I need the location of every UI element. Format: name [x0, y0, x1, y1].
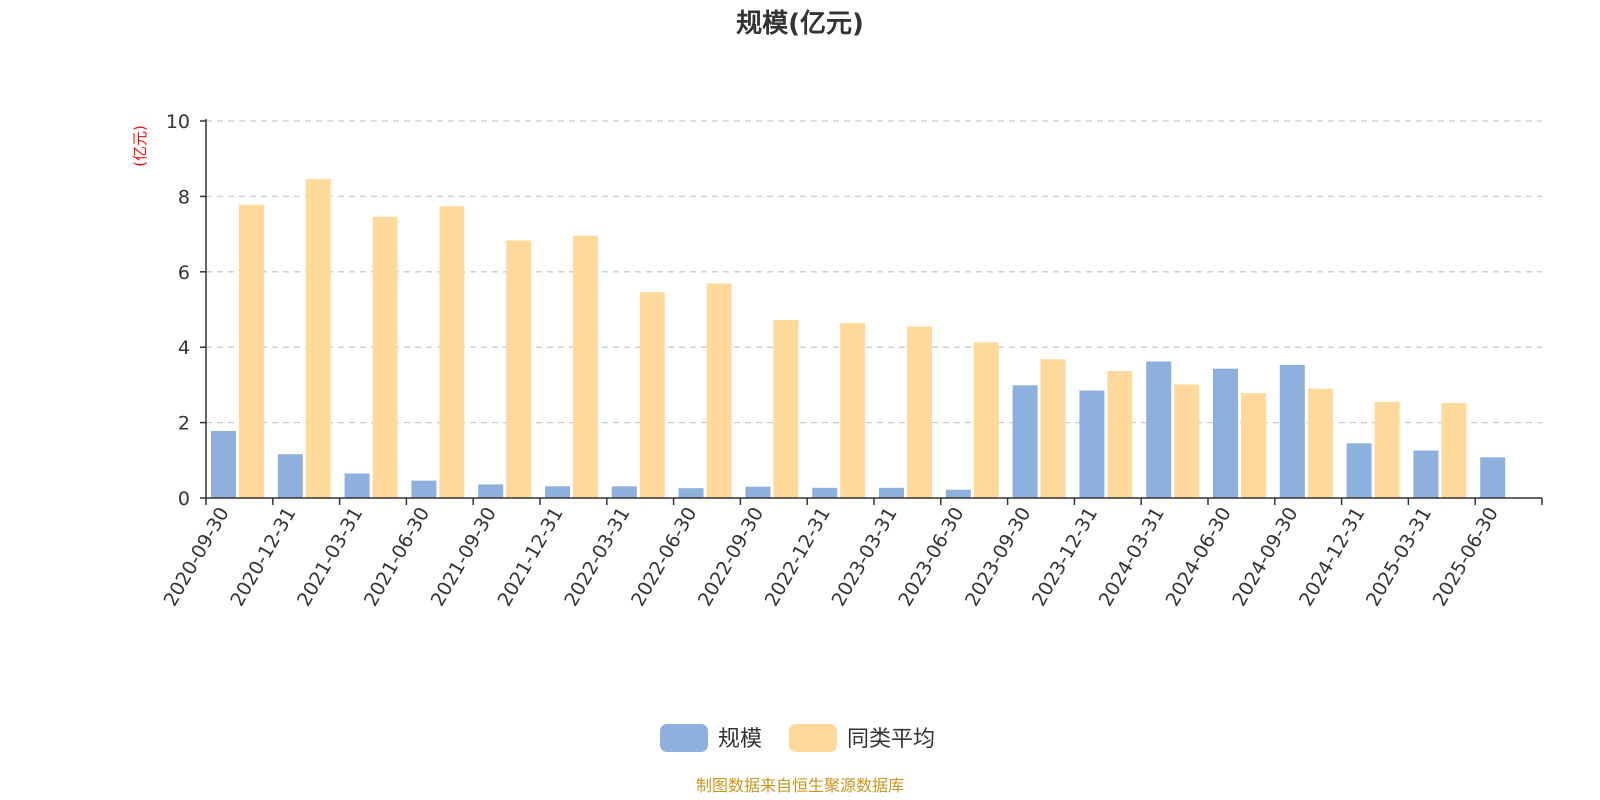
x-tick-label: 2022-09-30: [694, 504, 768, 611]
bar-scale: [1079, 390, 1105, 498]
y-axis-unit-label: (亿元): [131, 125, 149, 167]
x-tick-label: 2023-09-30: [961, 504, 1035, 611]
bar-scale: [1480, 457, 1506, 498]
bar-peer-average: [840, 323, 866, 498]
bar-peer-average: [239, 204, 264, 498]
legend: 规模 同类平均: [660, 724, 935, 752]
bar-peer-average: [573, 235, 598, 498]
x-tick-label: 2024-03-31: [1095, 504, 1169, 611]
bar-peer-average: [305, 179, 331, 499]
bar-peer-average: [1241, 393, 1266, 498]
bar-peer-average: [639, 292, 665, 498]
axes: [205, 119, 1542, 499]
bar-scale: [945, 489, 971, 498]
bar-scale: [1146, 361, 1172, 498]
bar-scale: [678, 488, 704, 498]
x-tick-label: 2025-06-30: [1429, 504, 1503, 611]
bar-scale: [277, 454, 303, 498]
bar-scale: [611, 486, 637, 498]
chart-title: 规模(亿元): [736, 9, 864, 39]
y-tick-label: 2: [178, 413, 190, 435]
bar-peer-average: [907, 326, 932, 498]
x-tick-label: 2022-06-30: [627, 504, 701, 611]
bar-scale: [1012, 385, 1038, 498]
legend-label-peer-average: 同类平均: [847, 727, 935, 752]
x-tick-label: 2022-12-31: [761, 504, 835, 611]
legend-label-scale: 规模: [718, 727, 762, 752]
bar-scale: [344, 473, 370, 498]
bar-peer-average: [372, 216, 398, 498]
bar-peer-average: [439, 206, 465, 498]
x-axis-ticks: 2020-09-302020-12-312021-03-312021-06-30…: [159, 498, 1543, 611]
x-tick-label: 2023-06-30: [894, 504, 968, 611]
y-tick-label: 8: [178, 186, 190, 208]
bar-peer-average: [1040, 359, 1066, 498]
bar-scale: [1213, 368, 1238, 498]
bar-peer-average: [973, 342, 999, 498]
grid-lines: [206, 120, 1542, 424]
bar-scale: [1346, 443, 1372, 498]
bar-scale: [879, 487, 904, 498]
source-note: 制图数据来自恒生聚源数据库: [696, 776, 904, 795]
bar-peer-average: [773, 320, 799, 498]
bar-scale: [745, 486, 771, 498]
x-tick-label: 2021-12-31: [493, 504, 567, 611]
bar-peer-average: [1174, 384, 1200, 498]
bar-scale: [812, 487, 838, 498]
y-tick-label: 6: [178, 262, 190, 284]
bar-scale: [545, 486, 570, 498]
x-tick-label: 2025-03-31: [1362, 504, 1436, 611]
bar-peer-average: [506, 240, 532, 498]
x-tick-label: 2024-09-30: [1228, 504, 1302, 611]
x-tick-label: 2023-03-31: [827, 504, 901, 611]
bars: [211, 179, 1506, 499]
x-tick-label: 2022-03-31: [560, 504, 634, 611]
x-tick-label: 2024-06-30: [1161, 504, 1235, 611]
bar-peer-average: [1107, 370, 1133, 498]
bar-scale: [1279, 364, 1305, 498]
x-tick-label: 2021-06-30: [360, 504, 434, 611]
legend-swatch-peer-average: [789, 724, 837, 752]
x-tick-label: 2020-09-30: [159, 504, 233, 611]
x-tick-label: 2024-12-31: [1295, 504, 1369, 611]
x-tick-label: 2023-12-31: [1028, 504, 1102, 611]
bar-peer-average: [706, 283, 732, 498]
x-tick-label: 2021-09-30: [427, 504, 501, 611]
legend-swatch-scale: [660, 724, 708, 752]
x-tick-label: 2020-12-31: [226, 504, 300, 611]
bar-peer-average: [1441, 402, 1467, 498]
y-axis-ticks: 0 2 4 6 8 10: [166, 111, 206, 510]
bar-scale: [478, 484, 504, 498]
bar-scale: [411, 480, 437, 498]
bar-scale: [1413, 450, 1439, 498]
bar-scale: [211, 430, 236, 498]
y-tick-label: 10: [166, 111, 190, 133]
bar-peer-average: [1307, 388, 1333, 498]
y-tick-label: 4: [178, 337, 190, 359]
x-tick-label: 2021-03-31: [293, 504, 367, 611]
y-tick-label: 0: [178, 488, 190, 510]
bar-peer-average: [1374, 401, 1400, 498]
